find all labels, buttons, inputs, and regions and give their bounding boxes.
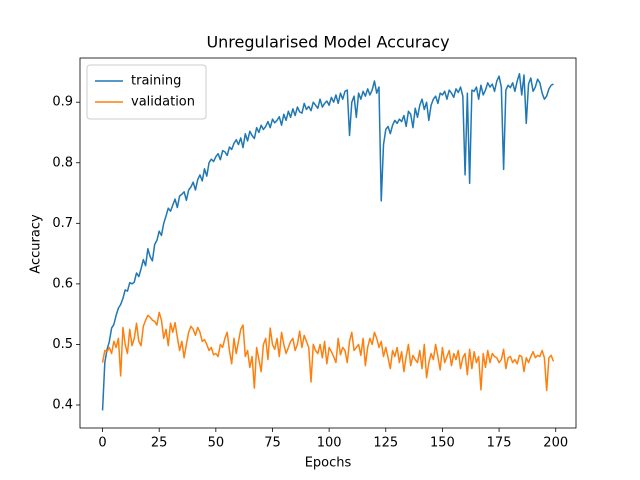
- x-tick-label: 125: [373, 436, 398, 451]
- legend-box: [86, 64, 207, 120]
- y-tick-label: 0.6: [52, 276, 73, 291]
- plot-frame: [79, 57, 577, 429]
- legend-label: validation: [131, 95, 195, 110]
- chart-title: Unregularised Model Accuracy: [206, 33, 449, 52]
- x-tick-label: 75: [264, 436, 281, 451]
- x-tick-label: 50: [208, 436, 225, 451]
- data-line: [101, 311, 555, 392]
- y-tick-label: 0.7: [52, 216, 73, 231]
- x-tick-label: 0: [98, 436, 106, 451]
- x-tick-label: 100: [317, 436, 342, 451]
- x-tick-label: 200: [543, 436, 568, 451]
- x-tick-label: 150: [430, 436, 455, 451]
- y-axis-label: Accuracy: [29, 214, 44, 274]
- y-tick-label: 0.8: [52, 155, 73, 170]
- data-line: [101, 72, 554, 411]
- legend-label: training: [131, 74, 181, 89]
- x-tick-label: 175: [487, 436, 512, 451]
- x-axis-label: Epochs: [305, 456, 352, 471]
- y-tick-label: 0.4: [52, 397, 73, 412]
- y-tick-label: 0.9: [52, 95, 73, 110]
- x-tick-label: 25: [151, 436, 168, 451]
- y-tick-label: 0.5: [52, 337, 73, 352]
